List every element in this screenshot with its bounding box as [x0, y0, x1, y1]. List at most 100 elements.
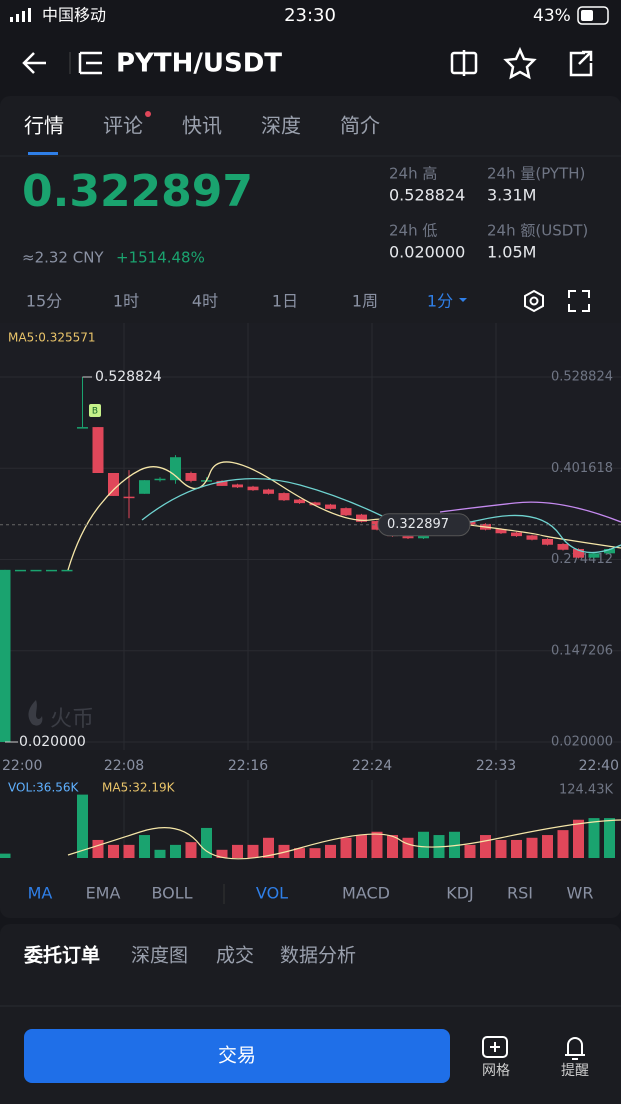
- candle-body: [588, 553, 600, 558]
- x-tick-label: 22:08: [104, 758, 144, 774]
- volume-bar: [402, 837, 414, 858]
- volume-bar: [294, 848, 305, 858]
- high-label: 0.528824: [95, 369, 162, 385]
- volume-bar: [340, 837, 352, 858]
- interval[interactable]: 1日: [272, 292, 298, 311]
- volume-bar: [588, 818, 600, 858]
- interval[interactable]: 1分: [427, 292, 453, 311]
- chart-area: [0, 323, 621, 750]
- candle-body: [108, 472, 119, 496]
- interval[interactable]: 1周: [352, 292, 378, 311]
- interval[interactable]: 4时: [192, 292, 218, 311]
- indicator-tab[interactable]: RSI: [507, 884, 533, 903]
- y-tick-label: 0.020000: [551, 735, 613, 750]
- candle-body: [170, 457, 181, 481]
- stat-value: 0.020000: [389, 243, 465, 262]
- volume-bar: [232, 844, 243, 858]
- volume-bar: [309, 848, 321, 858]
- ma-line: [67, 461, 621, 571]
- watermark: 火币: [50, 707, 94, 732]
- order-tab[interactable]: 深度图: [131, 945, 188, 967]
- candle-body: [511, 532, 522, 537]
- volume-bar: [573, 819, 584, 858]
- x-tick-label: 22:16: [228, 758, 268, 774]
- y-tick-label: 0.528824: [551, 370, 613, 385]
- x-tick-label: 22:24: [352, 758, 392, 774]
- indicator-tab[interactable]: VOL: [256, 884, 288, 903]
- stat-label: 24h 额(USDT): [487, 222, 588, 240]
- volume-bar: [511, 839, 522, 858]
- volume-bar: [123, 844, 135, 858]
- x-tick-label: 22:40: [579, 758, 619, 774]
- candle-body: [232, 484, 243, 488]
- tab[interactable]: 深度: [261, 114, 301, 138]
- indicator-tab[interactable]: EMA: [86, 884, 121, 903]
- candle-body: [418, 534, 429, 539]
- trade-label: 交易: [218, 1045, 256, 1067]
- candle-body: [185, 472, 197, 481]
- alert-label[interactable]: 提醒: [561, 1063, 589, 1079]
- stat-label: 24h 高: [389, 165, 437, 183]
- volume-bar: [139, 835, 150, 858]
- dropdown-arrow: [459, 298, 467, 302]
- indicator-tab[interactable]: MA: [28, 884, 53, 903]
- bottom-icons[interactable]: [482, 1036, 585, 1060]
- order-tab[interactable]: 成交: [216, 945, 254, 967]
- last-price-label: 0.322897: [387, 517, 449, 532]
- candle-body: [139, 480, 150, 494]
- interval[interactable]: 1时: [113, 292, 139, 311]
- low-label: 0.020000: [19, 734, 86, 750]
- clock: 23:30: [284, 5, 336, 26]
- interval[interactable]: 15分: [26, 292, 62, 311]
- order-tab[interactable]: 委托订单: [23, 944, 100, 967]
- vol-ma-line: [67, 819, 621, 860]
- volume-bar: [526, 837, 538, 858]
- volume-bar: [449, 831, 460, 858]
- volume-bar: [325, 844, 336, 858]
- indicator-tab[interactable]: WR: [567, 884, 594, 903]
- volume-bar: [464, 844, 476, 858]
- y-tick-label: 0.401618: [551, 461, 613, 476]
- last-price-tag: [377, 513, 471, 537]
- candle-body: [542, 538, 553, 545]
- chart-tools[interactable]: [524, 289, 590, 313]
- battery-text: 43%: [533, 6, 571, 26]
- candle-body: [340, 508, 352, 516]
- tab[interactable]: 快讯: [182, 114, 222, 138]
- candle-body: [77, 427, 88, 429]
- volume-bar: [387, 835, 398, 858]
- candle-body: [356, 514, 367, 522]
- badge: [145, 111, 151, 117]
- volume-bar: [542, 835, 553, 858]
- volume-bar: [418, 831, 429, 858]
- stat-value: 0.528824: [389, 186, 465, 205]
- order-tab[interactable]: 数据分析: [280, 945, 356, 967]
- tab[interactable]: 简介: [340, 114, 380, 138]
- candle-body: [15, 569, 26, 572]
- header-icons[interactable]: [22, 46, 593, 80]
- candle-body: [557, 544, 569, 550]
- indicator-tab[interactable]: MACD: [342, 884, 390, 903]
- volume-bar: [247, 844, 259, 858]
- volume-bar: [495, 839, 507, 858]
- candle-body: [604, 549, 615, 554]
- indicator-tab[interactable]: BOLL: [151, 884, 192, 903]
- tab[interactable]: 评论: [103, 114, 143, 138]
- x-tick-label: 22:33: [476, 758, 516, 774]
- grid-label[interactable]: 网格: [482, 1063, 510, 1079]
- volume-bar: [216, 849, 228, 858]
- candle-body: [46, 569, 57, 572]
- trade-button[interactable]: [24, 1029, 450, 1083]
- ma-line: [141, 477, 621, 554]
- volume-bar: [170, 844, 181, 858]
- volume-bar: [185, 842, 197, 858]
- candle-body: [154, 478, 166, 481]
- volume-bar: [356, 835, 367, 858]
- vol-ma-label: MA5:32.19K: [102, 781, 176, 795]
- tab[interactable]: 行情: [24, 114, 64, 138]
- candle-body: [402, 536, 414, 539]
- tab-indicator: [28, 152, 58, 155]
- candle-body: [216, 480, 228, 486]
- volume-bar: [154, 849, 166, 858]
- indicator-tab[interactable]: KDJ: [446, 884, 474, 903]
